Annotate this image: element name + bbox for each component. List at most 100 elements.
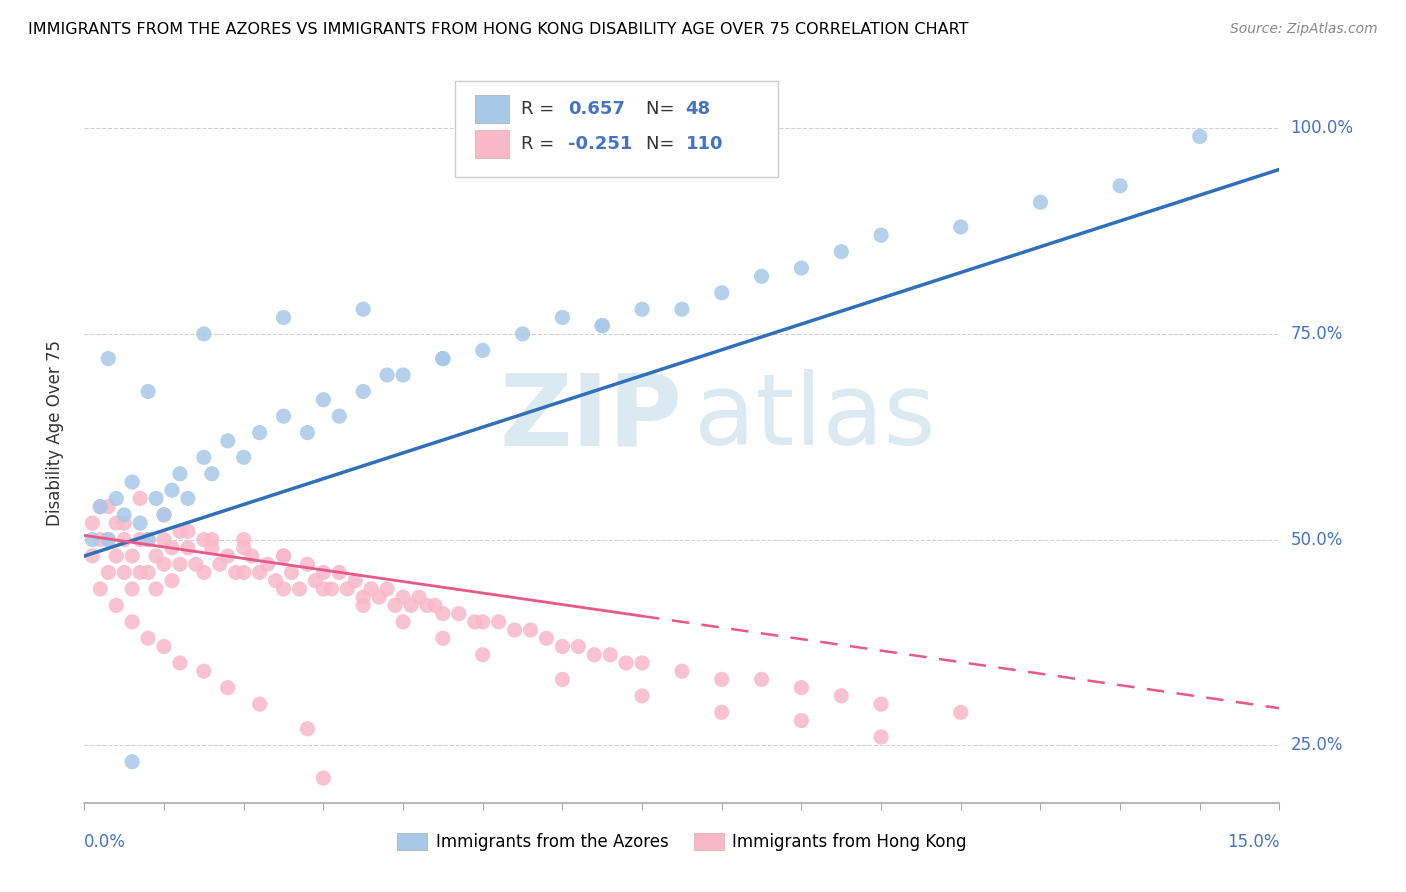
Point [352, 302, 374, 317]
Text: -0.251: -0.251 [568, 135, 633, 153]
Text: 110: 110 [686, 135, 723, 153]
Point [790, 261, 813, 276]
Point [136, 533, 159, 547]
Point [97, 500, 120, 514]
Point [614, 656, 637, 670]
Point [232, 450, 254, 465]
Point [280, 566, 302, 580]
Point [360, 582, 382, 596]
Point [471, 615, 494, 629]
Point [471, 343, 494, 358]
Point [249, 425, 271, 440]
Text: 48: 48 [686, 100, 710, 118]
Point [89, 582, 111, 596]
Point [145, 491, 167, 506]
Point [112, 533, 135, 547]
Point [105, 516, 128, 530]
Point [136, 566, 159, 580]
Legend: Immigrants from the Azores, Immigrants from Hong Kong: Immigrants from the Azores, Immigrants f… [391, 826, 973, 857]
Point [273, 549, 295, 563]
Point [870, 228, 893, 243]
Point [82, 516, 104, 530]
Point [710, 673, 733, 687]
Point [710, 285, 733, 300]
Point [121, 582, 143, 596]
Point [551, 673, 574, 687]
Point [217, 681, 239, 695]
Point [352, 384, 374, 399]
Point [631, 689, 654, 703]
Point [136, 384, 159, 399]
Point [408, 590, 430, 604]
Point [97, 533, 120, 547]
Point [599, 648, 621, 662]
Point [160, 483, 183, 498]
Point [304, 574, 326, 588]
Point [177, 524, 200, 539]
Point [97, 533, 120, 547]
Text: 100.0%: 100.0% [1291, 120, 1354, 137]
Point [288, 582, 311, 596]
Point [129, 491, 152, 506]
Point [153, 508, 176, 522]
Point [121, 755, 143, 769]
Point [232, 533, 254, 547]
Point [471, 648, 494, 662]
Point [1029, 195, 1052, 210]
Point [160, 574, 183, 588]
Point [432, 607, 454, 621]
Point [82, 549, 104, 563]
Point [201, 533, 224, 547]
Point [169, 558, 191, 572]
Point [232, 566, 254, 580]
Point [105, 491, 128, 506]
Point [321, 582, 343, 596]
Point [416, 599, 439, 613]
Point [129, 533, 152, 547]
Point [273, 409, 295, 424]
Bar [475, 130, 509, 158]
Text: IMMIGRANTS FROM THE AZORES VS IMMIGRANTS FROM HONG KONG DISABILITY AGE OVER 75 C: IMMIGRANTS FROM THE AZORES VS IMMIGRANTS… [28, 22, 969, 37]
Point [297, 425, 319, 440]
Text: N=: N= [647, 100, 681, 118]
Point [201, 541, 224, 555]
Point [671, 664, 693, 678]
Point [671, 302, 693, 317]
Point [631, 302, 654, 317]
Point [264, 574, 287, 588]
Point [312, 392, 335, 407]
Point [121, 615, 143, 629]
Point [328, 566, 350, 580]
Point [121, 549, 143, 563]
Y-axis label: Disability Age Over 75: Disability Age Over 75 [45, 340, 63, 525]
Point [312, 582, 335, 596]
Point [710, 706, 733, 720]
Point [352, 590, 374, 604]
Point [249, 697, 271, 711]
Point [631, 656, 654, 670]
Point [384, 599, 406, 613]
Point [129, 566, 152, 580]
Text: 50.0%: 50.0% [1291, 531, 1343, 549]
Point [145, 549, 167, 563]
Text: ZIP: ZIP [499, 369, 682, 467]
FancyBboxPatch shape [456, 81, 778, 178]
Text: N=: N= [647, 135, 681, 153]
Text: 0.657: 0.657 [568, 100, 626, 118]
Point [136, 533, 159, 547]
Point [208, 558, 231, 572]
Point [375, 582, 398, 596]
Point [169, 524, 191, 539]
Point [591, 318, 613, 333]
Point [153, 508, 176, 522]
Point [273, 549, 295, 563]
Point [136, 632, 159, 646]
Point [177, 541, 200, 555]
Point [184, 558, 207, 572]
Point [591, 318, 613, 333]
Point [790, 714, 813, 728]
Point [256, 558, 278, 572]
Text: R =: R = [520, 135, 560, 153]
Point [193, 326, 215, 341]
Point [169, 467, 191, 481]
